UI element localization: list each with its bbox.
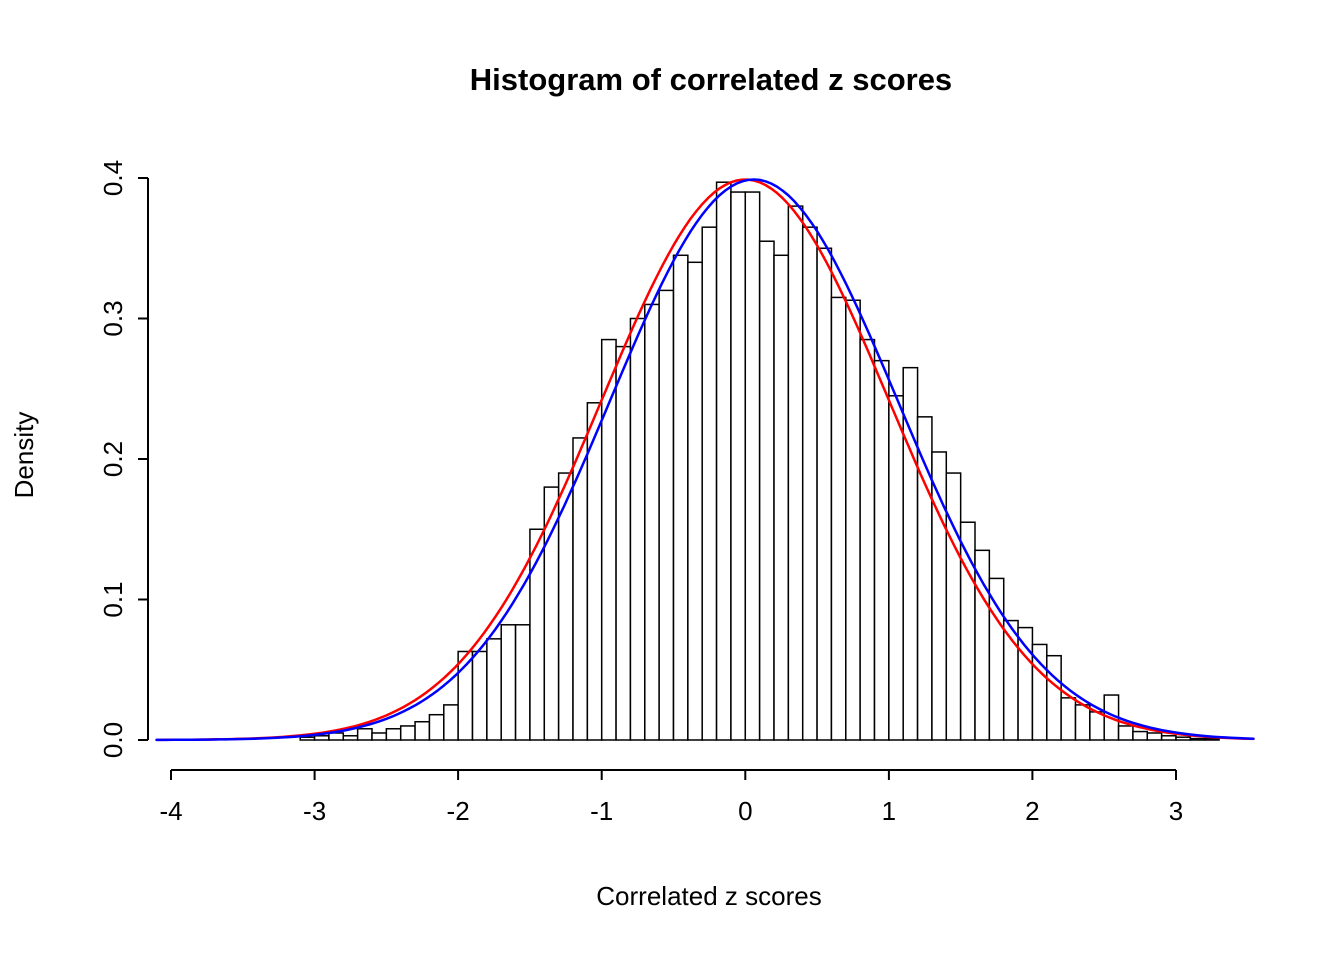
histogram-bar	[701, 226, 718, 741]
histogram-bar	[1060, 697, 1077, 741]
histogram-bar	[744, 191, 761, 741]
histogram-bar	[830, 296, 847, 741]
histogram-bar	[801, 226, 818, 741]
histogram-bar	[586, 402, 603, 741]
blue-normal-curve	[155, 178, 1255, 742]
histogram-bar	[629, 317, 646, 741]
histogram-bar	[486, 638, 502, 741]
histogram-bar	[514, 624, 531, 741]
y-axis-label: Density	[9, 412, 39, 499]
histogram-bar	[1074, 704, 1091, 741]
axes	[138, 177, 1177, 780]
histogram-bar	[1046, 654, 1062, 741]
x-tick-label: 3	[1169, 796, 1183, 826]
histogram-bar	[888, 395, 904, 741]
histogram-bar	[873, 359, 890, 741]
histogram-bar	[299, 736, 316, 741]
histogram-bar	[371, 732, 388, 741]
tick-labels: -4 -3 -2 -1 0 1 2 3 0.0 0.1 0.2 0.3 0.4	[98, 160, 1183, 826]
histogram-bar	[328, 732, 345, 741]
chart-title: Histogram of correlated z scores	[470, 62, 952, 97]
histogram-bars	[299, 181, 1220, 741]
histogram-bar	[356, 728, 373, 741]
y-tick-label: 0.3	[98, 300, 128, 336]
x-tick-label: -2	[447, 796, 470, 826]
histogram-bar	[974, 549, 991, 741]
histogram-bar	[1203, 737, 1220, 741]
x-axis-label: Correlated z scores	[596, 881, 821, 911]
histogram-bar	[672, 254, 689, 741]
histogram-bar	[399, 725, 416, 741]
y-tick-label: 0.1	[98, 581, 128, 617]
x-tick-label: -4	[159, 796, 182, 826]
histogram-bar	[500, 624, 517, 741]
histogram-bar	[1175, 736, 1192, 741]
histogram-bar	[988, 577, 1005, 741]
histogram-bar	[313, 735, 330, 741]
histogram-bar	[902, 366, 919, 741]
red-normal-curve	[155, 178, 1255, 742]
histogram-bar	[730, 191, 747, 741]
histogram-bar	[945, 472, 962, 741]
x-tick-label: 0	[738, 796, 752, 826]
y-tick-label: 0.0	[98, 722, 128, 758]
histogram-bar	[600, 338, 617, 741]
histogram-bar	[1089, 711, 1105, 741]
x-tick-label: 2	[1025, 796, 1039, 826]
histogram-bar	[428, 713, 445, 741]
histogram-bar	[1189, 737, 1206, 741]
histogram-bar	[658, 289, 675, 741]
histogram-bar	[845, 299, 861, 741]
histogram-bar	[859, 338, 876, 741]
histogram-bar	[758, 240, 775, 741]
histogram-bar	[1132, 730, 1149, 741]
density-curves	[155, 178, 1255, 742]
histogram-bar	[1160, 735, 1177, 741]
x-tick-label: -3	[303, 796, 326, 826]
x-tick-label: -1	[590, 796, 613, 826]
histogram-bar	[787, 205, 804, 741]
histogram-bar	[687, 261, 703, 741]
y-tick-label: 0.2	[98, 441, 128, 477]
histogram-bar	[816, 247, 833, 741]
histogram-bar	[443, 704, 459, 741]
x-tick-label: 1	[882, 796, 896, 826]
histogram-bar	[342, 735, 359, 741]
histogram-bar	[385, 728, 402, 741]
y-tick-label: 0.4	[98, 160, 128, 196]
histogram-bar	[1117, 725, 1134, 741]
histogram-bar	[773, 254, 790, 741]
histogram-bar	[1146, 732, 1163, 741]
histogram-bar	[644, 303, 660, 741]
histogram-bar	[471, 650, 488, 741]
histogram-bar	[715, 181, 732, 741]
histogram-bar	[414, 720, 431, 741]
histogram-bar	[615, 345, 632, 741]
